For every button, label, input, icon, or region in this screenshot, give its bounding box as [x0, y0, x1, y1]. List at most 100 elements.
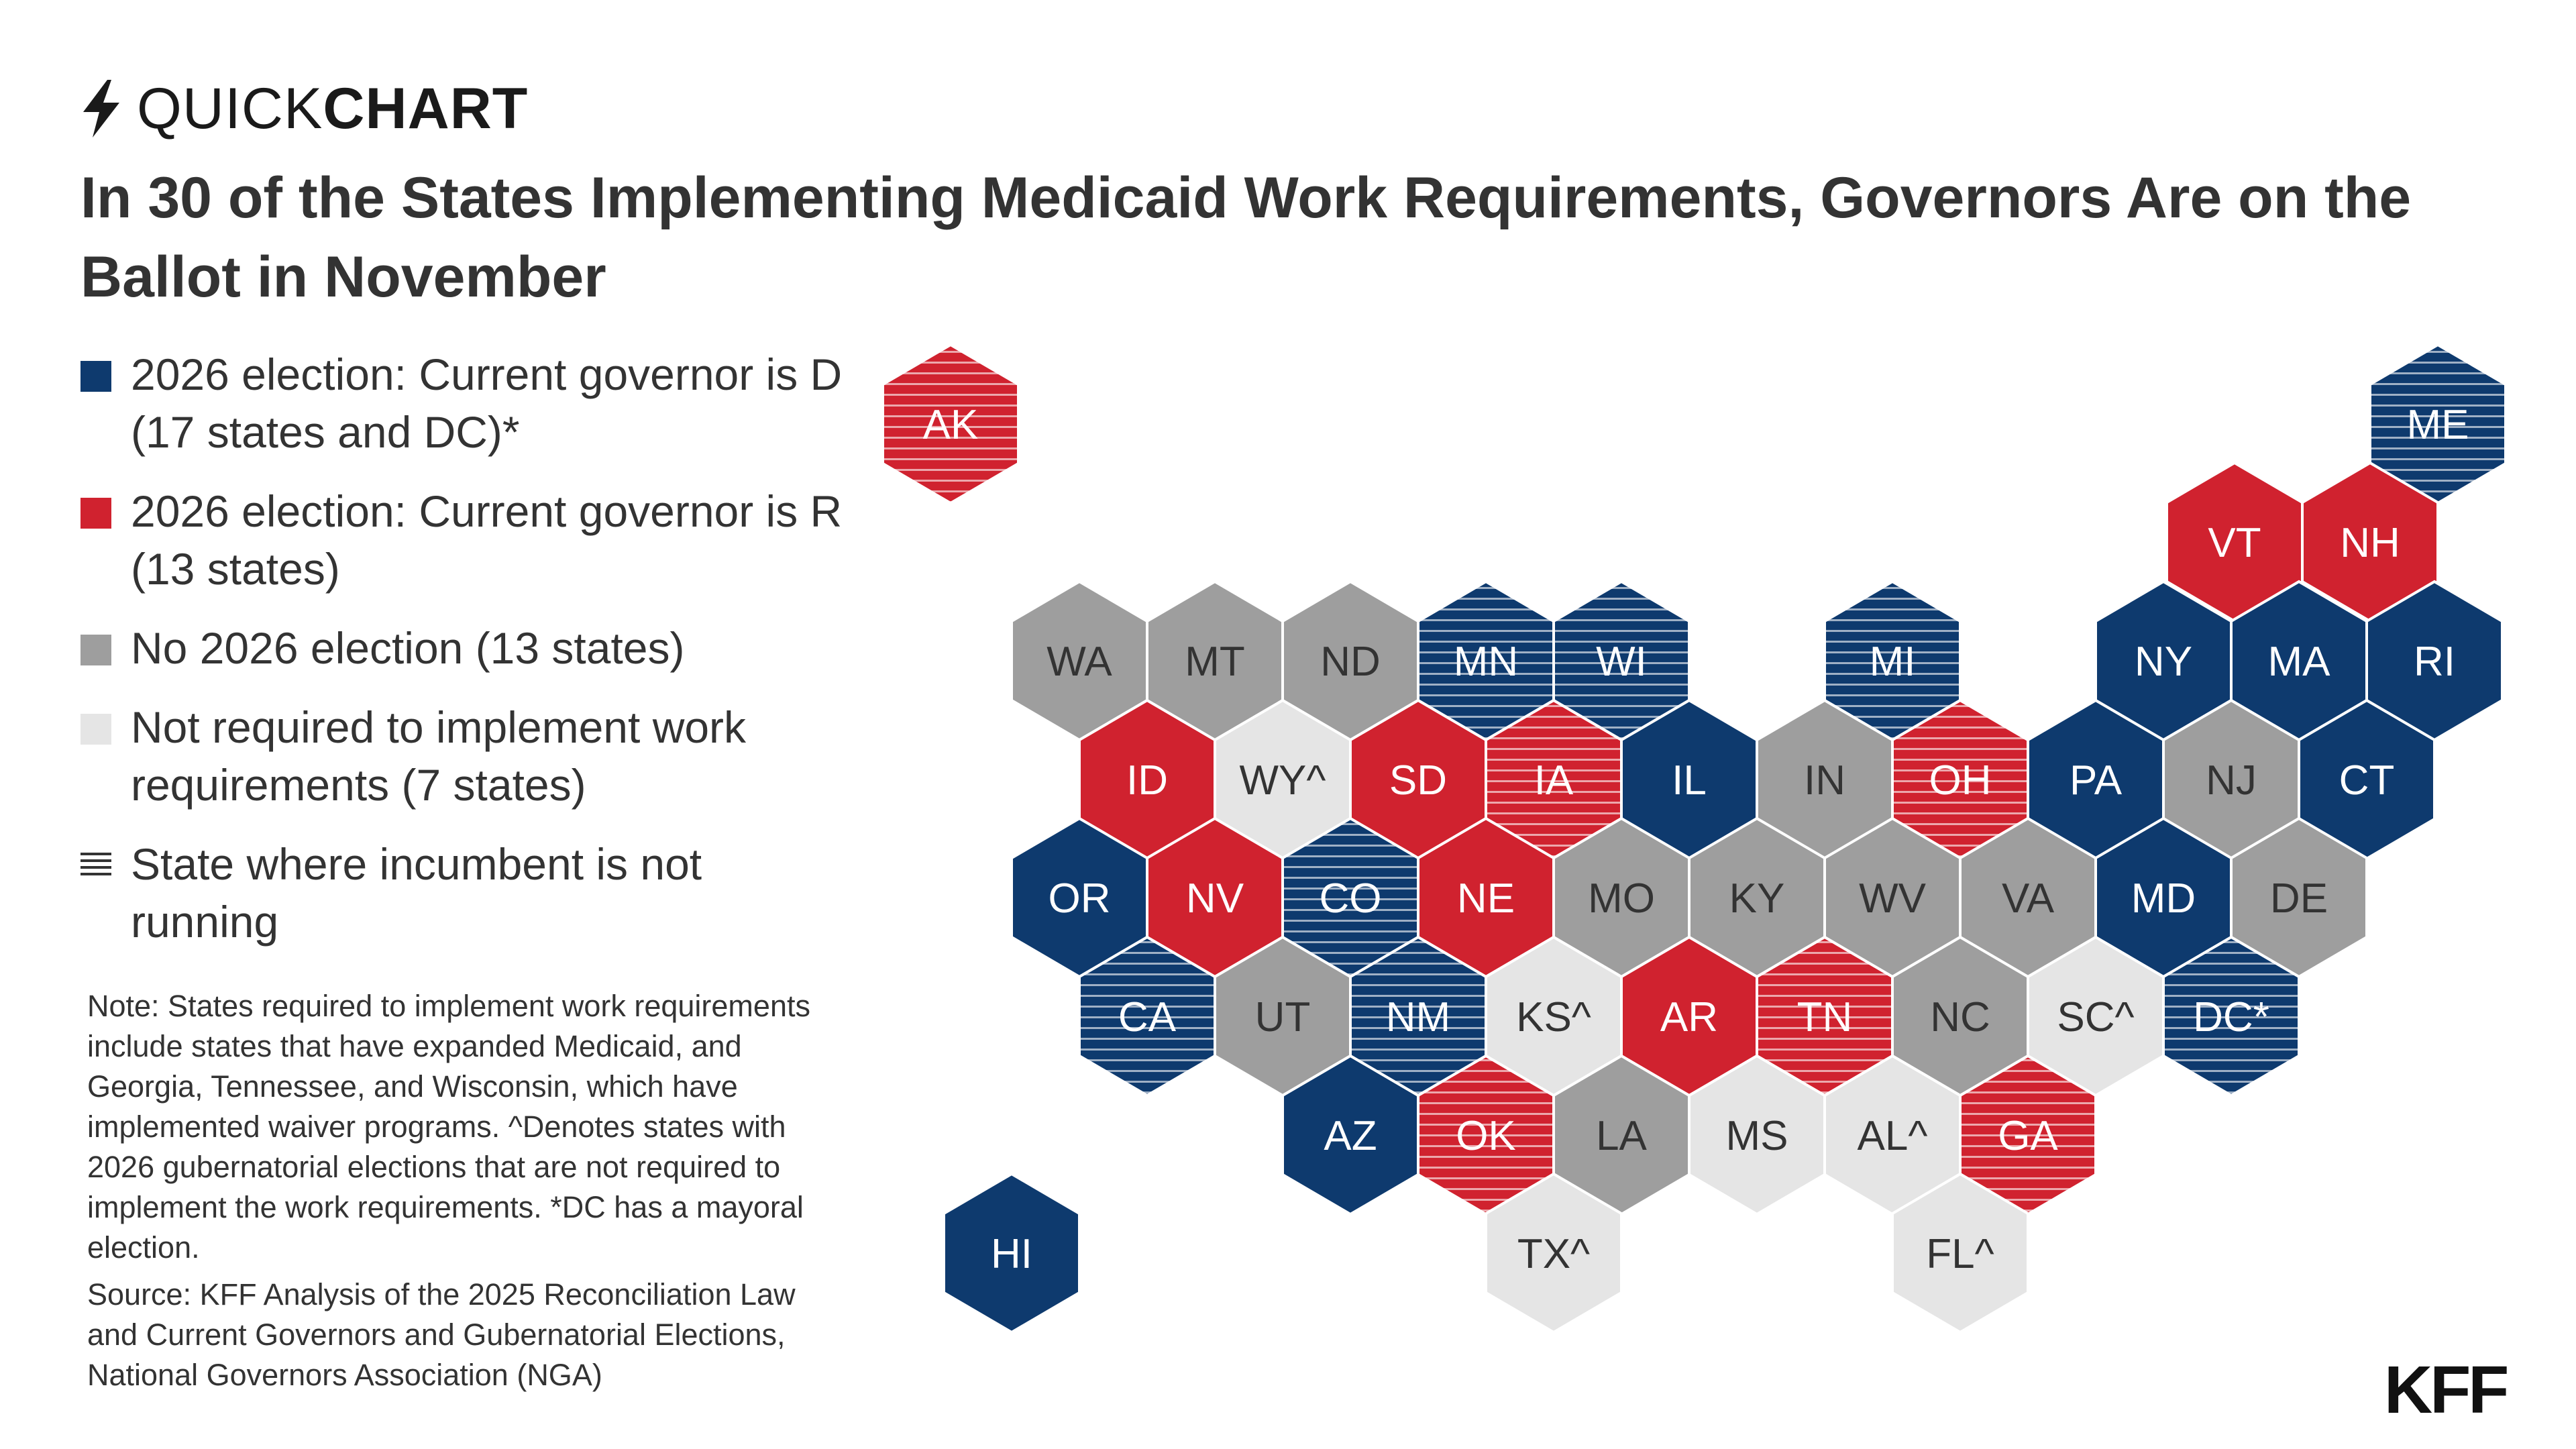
legend-swatch-dem — [80, 361, 111, 392]
state-label-ak: AK — [923, 402, 979, 448]
legend-item-no-election: No 2026 election (13 states) — [80, 619, 852, 677]
state-label-de: DE — [2270, 875, 2328, 922]
state-hex-ne: NE — [1417, 816, 1555, 979]
state-hex-va: VA — [1959, 816, 2097, 979]
state-label-mo: MO — [1588, 875, 1655, 922]
hex-shape-dc — [2162, 935, 2300, 1097]
state-hex-group: AK ME VT NH WA MT ND MN WI MI NY MA RI ID WY^ SD IA IL IN O… — [881, 343, 2507, 1334]
state-hex-ca: CA — [1078, 935, 1216, 1097]
state-label-co: CO — [1320, 875, 1382, 922]
state-label-tn: TN — [1797, 994, 1853, 1040]
hex-shape-hi — [943, 1172, 1081, 1334]
state-hex-ak: AK — [881, 343, 1020, 505]
notes-block: Note: States required to implement work … — [87, 986, 852, 1395]
state-label-oh: OH — [1929, 757, 1992, 804]
legend-swatch-rep — [80, 498, 111, 529]
state-hex-il: IL — [1620, 698, 1758, 861]
kicker-light-text: QUICK — [137, 76, 323, 141]
legend-label-no-election: No 2026 election (13 states) — [131, 623, 685, 673]
state-hex-tn: TN — [1756, 935, 1894, 1097]
horizontal-lines-icon — [80, 853, 111, 875]
state-hex-wy: WY^ — [1214, 698, 1352, 861]
quick-chart-header: QUICKCHART — [80, 70, 528, 148]
state-label-ia: IA — [1534, 757, 1574, 804]
legend-item-rep: 2026 election: Current governor is R (13… — [80, 482, 852, 598]
state-label-mn: MN — [1454, 639, 1518, 685]
state-hex-wa: WA — [1010, 580, 1148, 742]
state-label-ok: OK — [1456, 1113, 1516, 1159]
state-label-ky: KY — [1729, 875, 1785, 922]
state-hex-mn: MN — [1417, 580, 1555, 742]
state-hex-tx: TX^ — [1485, 1172, 1623, 1334]
source-text: Source: KFF Analysis of the 2025 Reconci… — [87, 1277, 796, 1392]
hex-shape-fl — [1891, 1172, 2029, 1334]
state-hex-ok: OK — [1417, 1054, 1555, 1216]
state-hex-fl: FL^ — [1891, 1172, 2029, 1334]
state-hex-ny: NY — [2094, 580, 2233, 742]
state-label-pa: PA — [2070, 757, 2123, 804]
state-label-tx: TX^ — [1517, 1231, 1590, 1277]
state-label-hi: HI — [991, 1231, 1032, 1277]
note-text: Note: States required to implement work … — [87, 989, 810, 1265]
legend-swatch-no-election — [80, 635, 111, 665]
state-label-ne: NE — [1457, 875, 1515, 922]
state-hex-wv: WV — [1823, 816, 1962, 979]
state-hex-dc: DC* — [2162, 935, 2300, 1097]
state-label-mt: MT — [1185, 639, 1245, 685]
quick-chart-kicker: QUICKCHART — [137, 76, 528, 142]
state-label-vt: VT — [2208, 520, 2261, 566]
state-hex-nh: NH — [2301, 461, 2439, 623]
state-label-nj: NJ — [2206, 757, 2257, 804]
state-label-id: ID — [1126, 757, 1168, 804]
state-hex-hi: HI — [943, 1172, 1081, 1334]
state-label-nd: ND — [1320, 639, 1381, 685]
state-label-wi: WI — [1596, 639, 1647, 685]
legend-label-not-required: Not required to implement work requireme… — [131, 702, 747, 810]
state-hex-la: LA — [1552, 1054, 1690, 1216]
lightning-bolt-icon — [83, 80, 119, 138]
state-label-al: AL^ — [1858, 1113, 1928, 1159]
state-hex-nm: NM — [1349, 935, 1487, 1097]
state-label-nm: NM — [1386, 994, 1450, 1040]
state-hex-sd: SD — [1349, 698, 1487, 861]
state-label-ks: KS^ — [1516, 994, 1591, 1040]
state-label-dc: DC* — [2193, 994, 2269, 1040]
hex-shape-ak — [881, 343, 1020, 505]
state-label-sd: SD — [1389, 757, 1447, 804]
state-label-wa: WA — [1046, 639, 1112, 685]
chart-title: In 30 of the States Implementing Medicai… — [80, 166, 2412, 309]
legend-label-dem: 2026 election: Current governor is D (17… — [131, 350, 843, 457]
state-label-wv: WV — [1859, 875, 1927, 922]
state-label-ma: MA — [2268, 639, 2331, 685]
legend-label-not-running: State where incumbent is not running — [131, 839, 702, 947]
legend: 2026 election: Current governor is D (17… — [80, 345, 852, 951]
state-label-nv: NV — [1186, 875, 1244, 922]
state-label-ms: MS — [1726, 1113, 1788, 1159]
state-label-ny: NY — [2135, 639, 2192, 685]
state-label-ri: RI — [2414, 639, 2455, 685]
state-label-nh: NH — [2340, 520, 2400, 566]
state-label-il: IL — [1672, 757, 1707, 804]
state-hex-nj: NJ — [2162, 698, 2300, 861]
state-label-az: AZ — [1324, 1113, 1377, 1159]
hex-shape-tx — [1485, 1172, 1623, 1334]
state-label-ar: AR — [1660, 994, 1718, 1040]
legend-swatch-not-required — [80, 714, 111, 745]
state-label-ct: CT — [2339, 757, 2395, 804]
state-label-or: OR — [1049, 875, 1111, 922]
legend-item-dem: 2026 election: Current governor is D (17… — [80, 345, 852, 461]
kff-logo: KFF — [2384, 1352, 2509, 1428]
state-label-md: MD — [2131, 875, 2196, 922]
state-hex-mi: MI — [1823, 580, 1962, 742]
state-label-me: ME — [2407, 402, 2469, 448]
state-hex-ar: AR — [1620, 935, 1758, 1097]
state-label-fl: FL^ — [1926, 1231, 1994, 1277]
state-label-ca: CA — [1118, 994, 1177, 1040]
legend-label-rep: 2026 election: Current governor is R (13… — [131, 486, 843, 594]
legend-item-not-running: State where incumbent is not running — [80, 835, 852, 951]
state-hex-co: CO — [1281, 816, 1419, 979]
state-label-sc: SC^ — [2057, 994, 2134, 1040]
state-hex-de: DE — [2230, 816, 2368, 979]
state-label-in: IN — [1804, 757, 1845, 804]
